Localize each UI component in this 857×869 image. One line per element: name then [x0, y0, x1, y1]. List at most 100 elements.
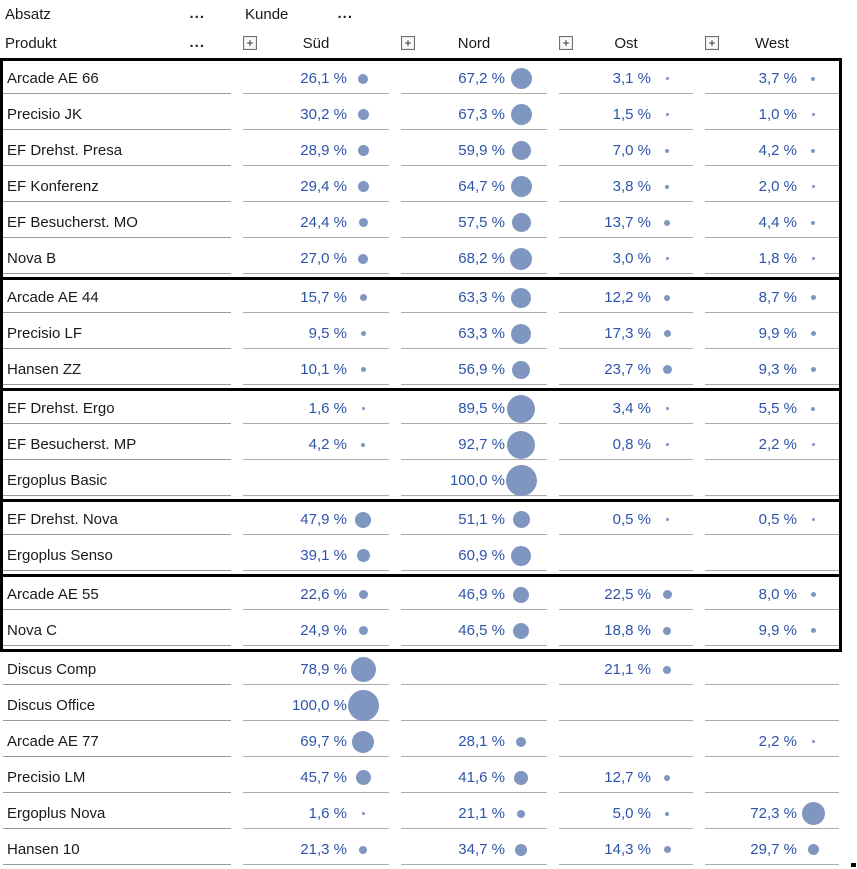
- column-dimension-menu-button[interactable]: ...: [337, 5, 353, 22]
- value-cell-west[interactable]: 4,2 %: [705, 136, 839, 166]
- product-cell[interactable]: Arcade AE 66: [3, 64, 231, 94]
- product-cell[interactable]: Precisio JK: [3, 100, 231, 130]
- value-cell-ost[interactable]: 3,1 %: [559, 64, 693, 94]
- value-cell-west[interactable]: [705, 655, 839, 685]
- value-cell-nord[interactable]: 63,3 %: [401, 283, 547, 313]
- value-cell-ost[interactable]: 14,3 %: [559, 835, 693, 865]
- value-cell-ost[interactable]: 12,2 %: [559, 283, 693, 313]
- value-cell-west[interactable]: [705, 691, 839, 721]
- value-cell-sued[interactable]: 45,7 %: [243, 763, 389, 793]
- value-cell-west[interactable]: 5,5 %: [705, 394, 839, 424]
- value-cell-ost[interactable]: 18,8 %: [559, 616, 693, 646]
- value-cell-west[interactable]: 1,8 %: [705, 244, 839, 274]
- product-cell[interactable]: EF Besucherst. MP: [3, 430, 231, 460]
- value-cell-nord[interactable]: [401, 655, 547, 685]
- value-cell-west[interactable]: 9,9 %: [705, 616, 839, 646]
- value-cell-nord[interactable]: 67,3 %: [401, 100, 547, 130]
- product-cell[interactable]: EF Drehst. Presa: [3, 136, 231, 166]
- value-cell-nord[interactable]: 59,9 %: [401, 136, 547, 166]
- value-cell-west[interactable]: 29,7 %: [705, 835, 839, 865]
- value-cell-west[interactable]: [705, 763, 839, 793]
- value-cell-ost[interactable]: [559, 727, 693, 757]
- value-cell-sued[interactable]: 1,6 %: [243, 394, 389, 424]
- value-cell-west[interactable]: 72,3 %: [705, 799, 839, 829]
- value-cell-west[interactable]: 8,0 %: [705, 580, 839, 610]
- product-cell[interactable]: Arcade AE 44: [3, 283, 231, 313]
- expand-icon-west[interactable]: +: [705, 36, 719, 50]
- value-cell-sued[interactable]: 29,4 %: [243, 172, 389, 202]
- value-cell-sued[interactable]: [243, 466, 389, 496]
- product-cell[interactable]: Arcade AE 77: [3, 727, 231, 757]
- column-header-sued[interactable]: + Süd: [243, 28, 389, 58]
- value-cell-nord[interactable]: 46,9 %: [401, 580, 547, 610]
- value-cell-west[interactable]: 3,7 %: [705, 64, 839, 94]
- value-cell-nord[interactable]: [401, 691, 547, 721]
- measure-menu-button[interactable]: ...: [189, 5, 205, 22]
- value-cell-sued[interactable]: 10,1 %: [243, 355, 389, 385]
- value-cell-ost[interactable]: 1,5 %: [559, 100, 693, 130]
- value-cell-ost[interactable]: 17,3 %: [559, 319, 693, 349]
- value-cell-west[interactable]: 0,5 %: [705, 505, 839, 535]
- value-cell-ost[interactable]: [559, 541, 693, 571]
- value-cell-nord[interactable]: 64,7 %: [401, 172, 547, 202]
- column-header-nord[interactable]: + Nord: [401, 28, 547, 58]
- product-cell[interactable]: Arcade AE 55: [3, 580, 231, 610]
- product-cell[interactable]: EF Besucherst. MO: [3, 208, 231, 238]
- value-cell-west[interactable]: 9,9 %: [705, 319, 839, 349]
- value-cell-nord[interactable]: 28,1 %: [401, 727, 547, 757]
- value-cell-ost[interactable]: 3,8 %: [559, 172, 693, 202]
- value-cell-nord[interactable]: 68,2 %: [401, 244, 547, 274]
- value-cell-ost[interactable]: 21,1 %: [559, 655, 693, 685]
- value-cell-sued[interactable]: 47,9 %: [243, 505, 389, 535]
- value-cell-sued[interactable]: 9,5 %: [243, 319, 389, 349]
- product-cell[interactable]: Precisio LM: [3, 763, 231, 793]
- value-cell-nord[interactable]: 21,1 %: [401, 799, 547, 829]
- value-cell-ost[interactable]: 13,7 %: [559, 208, 693, 238]
- product-cell[interactable]: EF Drehst. Ergo: [3, 394, 231, 424]
- value-cell-ost[interactable]: [559, 691, 693, 721]
- expand-icon-sued[interactable]: +: [243, 36, 257, 50]
- value-cell-sued[interactable]: 39,1 %: [243, 541, 389, 571]
- product-cell[interactable]: Nova C: [3, 616, 231, 646]
- product-cell[interactable]: Nova B: [3, 244, 231, 274]
- value-cell-sued[interactable]: 4,2 %: [243, 430, 389, 460]
- product-cell[interactable]: Ergoplus Basic: [3, 466, 231, 496]
- value-cell-ost[interactable]: 7,0 %: [559, 136, 693, 166]
- value-cell-sued[interactable]: 15,7 %: [243, 283, 389, 313]
- value-cell-west[interactable]: 4,4 %: [705, 208, 839, 238]
- product-cell[interactable]: Precisio LF: [3, 319, 231, 349]
- value-cell-west[interactable]: 2,0 %: [705, 172, 839, 202]
- value-cell-sued[interactable]: 100,0 %: [243, 690, 389, 721]
- value-cell-nord[interactable]: 34,7 %: [401, 835, 547, 865]
- value-cell-ost[interactable]: 5,0 %: [559, 799, 693, 829]
- value-cell-nord[interactable]: 100,0 %: [401, 465, 547, 496]
- value-cell-nord[interactable]: 41,6 %: [401, 763, 547, 793]
- value-cell-ost[interactable]: 3,0 %: [559, 244, 693, 274]
- value-cell-nord[interactable]: 89,5 %: [401, 394, 547, 424]
- product-cell[interactable]: EF Konferenz: [3, 172, 231, 202]
- value-cell-sued[interactable]: 26,1 %: [243, 64, 389, 94]
- value-cell-sued[interactable]: 22,6 %: [243, 580, 389, 610]
- value-cell-ost[interactable]: 12,7 %: [559, 763, 693, 793]
- value-cell-nord[interactable]: 46,5 %: [401, 616, 547, 646]
- value-cell-west[interactable]: 1,0 %: [705, 100, 839, 130]
- value-cell-nord[interactable]: 57,5 %: [401, 208, 547, 238]
- value-cell-nord[interactable]: 63,3 %: [401, 319, 547, 349]
- value-cell-ost[interactable]: 0,5 %: [559, 505, 693, 535]
- value-cell-west[interactable]: [705, 466, 839, 496]
- value-cell-sued[interactable]: 69,7 %: [243, 727, 389, 757]
- product-cell[interactable]: Hansen ZZ: [3, 355, 231, 385]
- value-cell-ost[interactable]: 23,7 %: [559, 355, 693, 385]
- product-cell[interactable]: Discus Office: [3, 691, 231, 721]
- value-cell-sued[interactable]: 21,3 %: [243, 835, 389, 865]
- value-cell-west[interactable]: 2,2 %: [705, 727, 839, 757]
- value-cell-west[interactable]: 8,7 %: [705, 283, 839, 313]
- row-dimension-menu-button[interactable]: ...: [189, 34, 205, 51]
- value-cell-west[interactable]: [705, 541, 839, 571]
- value-cell-ost[interactable]: [559, 466, 693, 496]
- product-cell[interactable]: Ergoplus Nova: [3, 799, 231, 829]
- value-cell-ost[interactable]: 22,5 %: [559, 580, 693, 610]
- value-cell-nord[interactable]: 51,1 %: [401, 505, 547, 535]
- value-cell-sued[interactable]: 78,9 %: [243, 655, 389, 685]
- value-cell-sued[interactable]: 24,4 %: [243, 208, 389, 238]
